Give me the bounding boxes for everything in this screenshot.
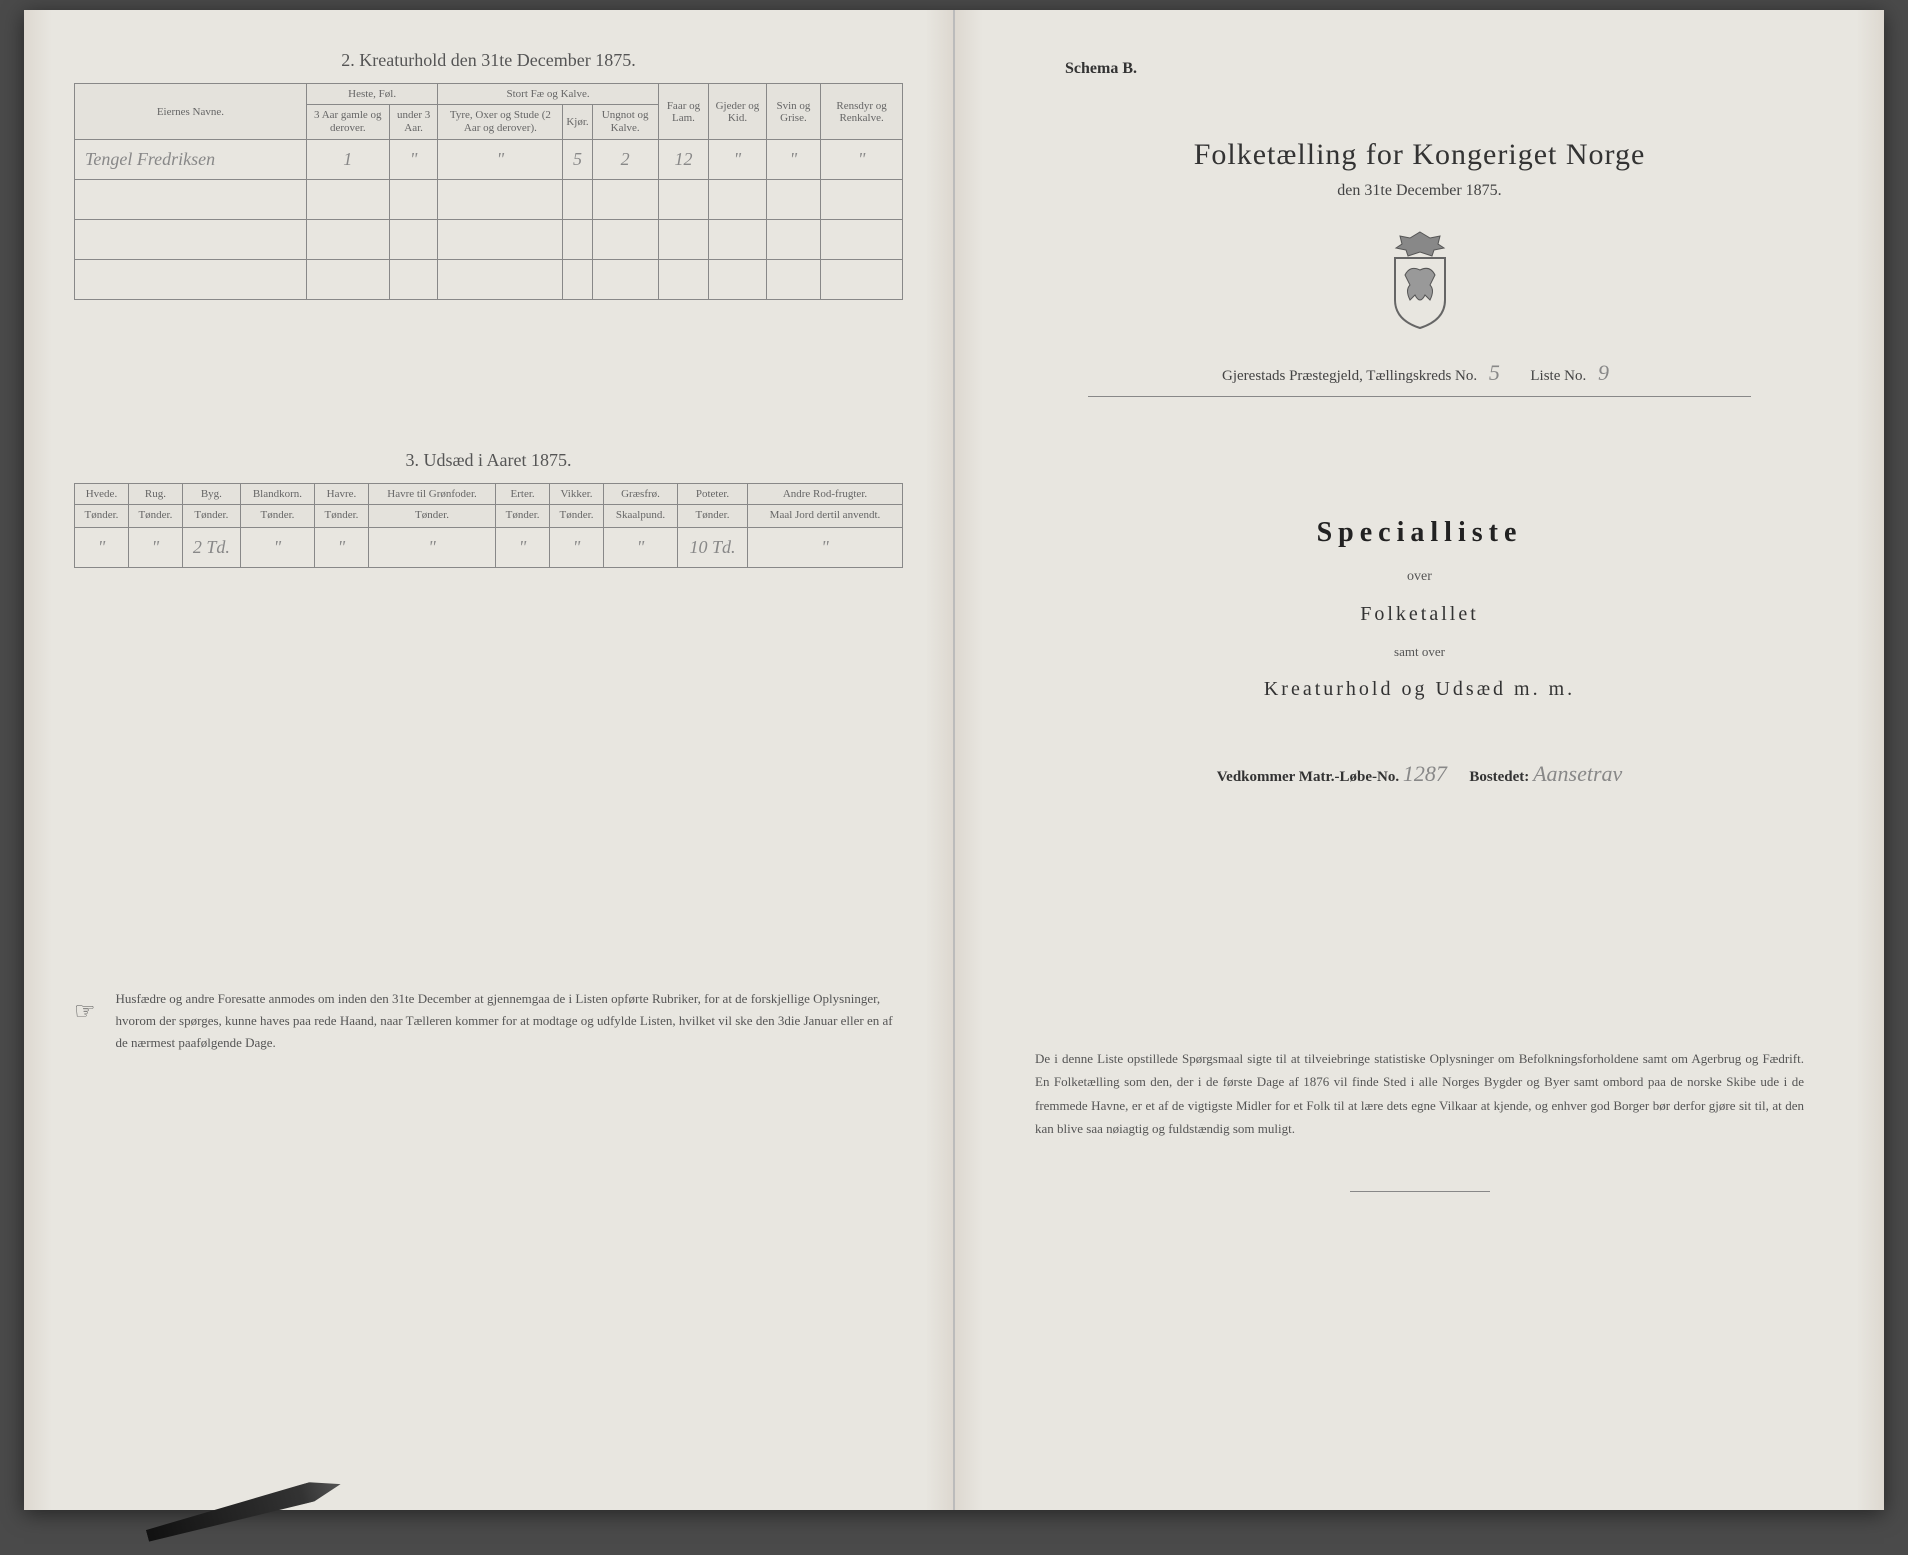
section3-title: 3. Udsæd i Aaret 1875. — [74, 450, 903, 471]
u-0: Tønder. — [75, 505, 129, 527]
sub-h3: Tyre, Oxer og Stude (2 Aar og derover). — [438, 105, 563, 140]
table-row: Tengel Fredriksen 1 " " 5 2 12 " " " — [75, 140, 903, 180]
coat-of-arms-icon — [1380, 230, 1460, 330]
vedkommer-line: Vedkommer Matr.-Løbe-No. 1287 Bostedet: … — [1005, 761, 1834, 787]
cell: 1 — [306, 140, 389, 180]
cell: " — [389, 140, 438, 180]
livestock-table: Eiernes Navne. Heste, Føl. Stort Fæ og K… — [74, 83, 903, 300]
folketallet-label: Folketallet — [1005, 603, 1834, 626]
cell: " — [75, 527, 129, 567]
col-reindeer: Rensdyr og Renkalve. — [821, 84, 903, 140]
h-1: Rug. — [128, 484, 182, 505]
right-note: De i denne Liste opstillede Spørgsmaal s… — [1005, 1047, 1834, 1141]
h-3: Blandkorn. — [240, 484, 314, 505]
cell: " — [747, 527, 902, 567]
table-row — [75, 180, 903, 220]
h-6: Erter. — [496, 484, 550, 505]
col-cattle: Stort Fæ og Kalve. — [438, 84, 658, 105]
cell: " — [709, 140, 766, 180]
table-row — [75, 260, 903, 300]
census-date: den 31te December 1875. — [1005, 182, 1834, 200]
cell: " — [603, 527, 677, 567]
cell: 2 — [592, 140, 658, 180]
h-5: Havre til Grønfoder. — [368, 484, 495, 505]
u-8: Skaalpund. — [603, 505, 677, 527]
u-4: Tønder. — [314, 505, 368, 527]
cell: 5 — [563, 140, 592, 180]
cell: " — [496, 527, 550, 567]
u-5: Tønder. — [368, 505, 495, 527]
cell: " — [368, 527, 495, 567]
sub-h4: Kjør. — [563, 105, 592, 140]
h-9: Poteter. — [678, 484, 748, 505]
cell: " — [314, 527, 368, 567]
h-8: Græsfrø. — [603, 484, 677, 505]
samt-label: samt over — [1005, 644, 1834, 660]
district-number: 5 — [1489, 360, 1500, 385]
left-page: 2. Kreaturhold den 31te December 1875. E… — [24, 10, 954, 1510]
pointing-hand-icon: ☞ — [74, 992, 96, 1054]
u-9: Tønder. — [678, 505, 748, 527]
sub-h2: under 3 Aar. — [389, 105, 438, 140]
u-6: Tønder. — [496, 505, 550, 527]
col-sheep: Faar og Lam. — [658, 84, 709, 140]
h-0: Hvede. — [75, 484, 129, 505]
pen-artifact — [142, 1465, 346, 1555]
table-row: " " 2 Td. " " " " " " 10 Td. " — [75, 527, 903, 567]
h-2: Byg. — [182, 484, 240, 505]
kreatur-label: Kreaturhold og Udsæd m. m. — [1005, 678, 1834, 701]
main-title: Folketælling for Kongeriget Norge — [1005, 138, 1834, 172]
note-text: Husfædre og andre Foresatte anmodes om i… — [116, 988, 903, 1054]
cell: 2 Td. — [182, 527, 240, 567]
schema-label: Schema B. — [1065, 60, 1834, 78]
bostedet-label: Bostedet: — [1469, 769, 1529, 785]
instruction-note: ☞ Husfædre og andre Foresatte anmodes om… — [74, 988, 903, 1054]
col-pigs: Svin og Grise. — [766, 84, 821, 140]
cell: " — [240, 527, 314, 567]
vedkommer-label: Vedkommer Matr.-Løbe-No. — [1217, 769, 1399, 785]
book-spread: 2. Kreaturhold den 31te December 1875. E… — [24, 10, 1884, 1510]
liste-label: Liste No. — [1530, 368, 1586, 384]
district-line: Gjerestads Præstegjeld, Tællingskreds No… — [1088, 360, 1751, 397]
u-3: Tønder. — [240, 505, 314, 527]
footer-rule — [1350, 1191, 1490, 1192]
section2-title: 2. Kreaturhold den 31te December 1875. — [74, 50, 903, 71]
over-label: over — [1005, 569, 1834, 585]
owner-name: Tengel Fredriksen — [75, 140, 307, 180]
matr-number: 1287 — [1403, 761, 1447, 786]
u-7: Tønder. — [550, 505, 604, 527]
h-4: Havre. — [314, 484, 368, 505]
bostedet-value: Aansetrav — [1533, 761, 1622, 786]
u-10: Maal Jord dertil anvendt. — [747, 505, 902, 527]
sub-h5: Ungnot og Kalve. — [592, 105, 658, 140]
cell: " — [550, 527, 604, 567]
liste-number: 9 — [1598, 360, 1609, 385]
col-horses: Heste, Føl. — [306, 84, 438, 105]
specialliste-title: Specialliste — [1005, 517, 1834, 549]
cell: " — [766, 140, 821, 180]
cell: 12 — [658, 140, 709, 180]
sub-h1: 3 Aar gamle og derover. — [306, 105, 389, 140]
cell: " — [821, 140, 903, 180]
right-page: Schema B. Folketælling for Kongeriget No… — [954, 10, 1884, 1510]
cell: " — [128, 527, 182, 567]
u-2: Tønder. — [182, 505, 240, 527]
cell: " — [438, 140, 563, 180]
h-10: Andre Rod-frugter. — [747, 484, 902, 505]
u-1: Tønder. — [128, 505, 182, 527]
table-row — [75, 220, 903, 260]
district-prefix: Gjerestads Præstegjeld, Tællingskreds No… — [1222, 368, 1477, 384]
col-owner: Eiernes Navne. — [75, 84, 307, 140]
cell: 10 Td. — [678, 527, 748, 567]
col-goats: Gjeder og Kid. — [709, 84, 766, 140]
sowing-table: Hvede. Rug. Byg. Blandkorn. Havre. Havre… — [74, 483, 903, 567]
h-7: Vikker. — [550, 484, 604, 505]
